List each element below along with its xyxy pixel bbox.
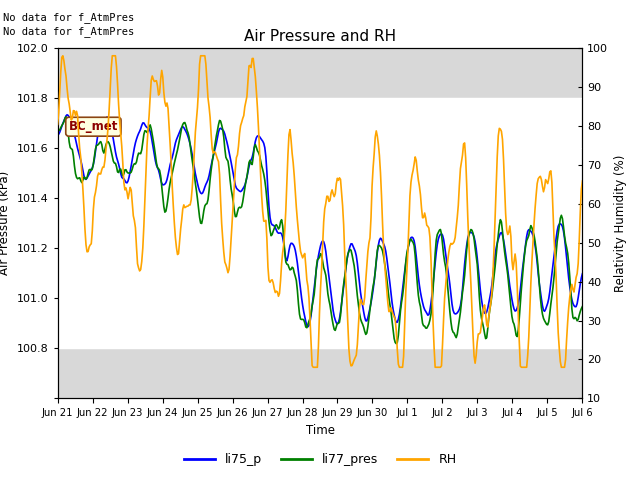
Bar: [58, 98, 582, 348]
Text: No data for f_AtmPres: No data for f_AtmPres: [3, 12, 134, 23]
X-axis label: Time: Time: [305, 424, 335, 437]
Y-axis label: Relativity Humidity (%): Relativity Humidity (%): [614, 155, 627, 292]
Text: BC_met: BC_met: [68, 120, 118, 133]
Title: Air Pressure and RH: Air Pressure and RH: [244, 29, 396, 44]
Text: No data for f_AtmPres: No data for f_AtmPres: [3, 26, 134, 37]
Legend: li75_p, li77_pres, RH: li75_p, li77_pres, RH: [179, 448, 461, 471]
Y-axis label: Air Pressure (kPa): Air Pressure (kPa): [0, 171, 12, 276]
